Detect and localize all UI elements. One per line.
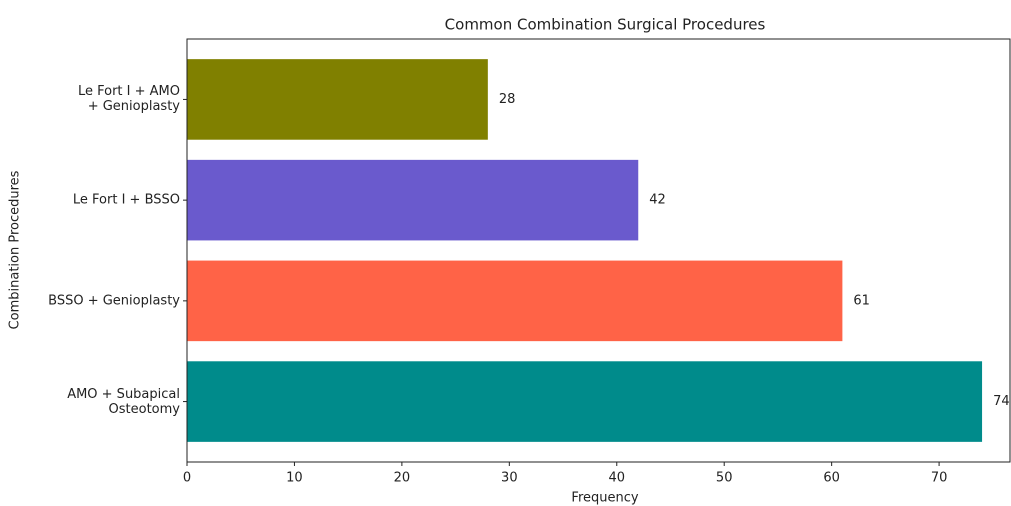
x-tick-label: 20 <box>394 471 411 486</box>
value-label: 74 <box>993 394 1010 409</box>
y-tick-label: BSSO + Genioplasty <box>48 293 180 309</box>
chart-title: Common Combination Surgical Procedures <box>445 16 766 34</box>
x-tick-label: 50 <box>716 471 733 486</box>
value-label: 42 <box>649 193 666 208</box>
y-tick-label: Le Fort I + AMO + Genioplasty <box>77 84 180 115</box>
bar <box>187 361 983 442</box>
x-tick-label: 30 <box>501 471 518 486</box>
y-axis-label: Combination Procedures <box>8 170 23 329</box>
value-label: 28 <box>499 92 516 107</box>
bar <box>187 59 488 140</box>
x-tick-label: 10 <box>286 471 303 486</box>
x-tick-label: 70 <box>931 471 948 486</box>
plot-frame <box>186 38 1011 463</box>
x-axis-label: Frequency <box>571 491 638 506</box>
x-tick-label: 60 <box>823 471 840 486</box>
x-tick-label: 0 <box>183 471 191 486</box>
value-label: 61 <box>853 293 870 308</box>
bar <box>187 260 843 342</box>
x-tick-label: 40 <box>608 471 625 486</box>
bar <box>187 159 639 241</box>
y-tick-label: Le Fort I + BSSO <box>72 192 180 208</box>
y-tick-label: AMO + Subapical Osteotomy <box>67 386 180 417</box>
